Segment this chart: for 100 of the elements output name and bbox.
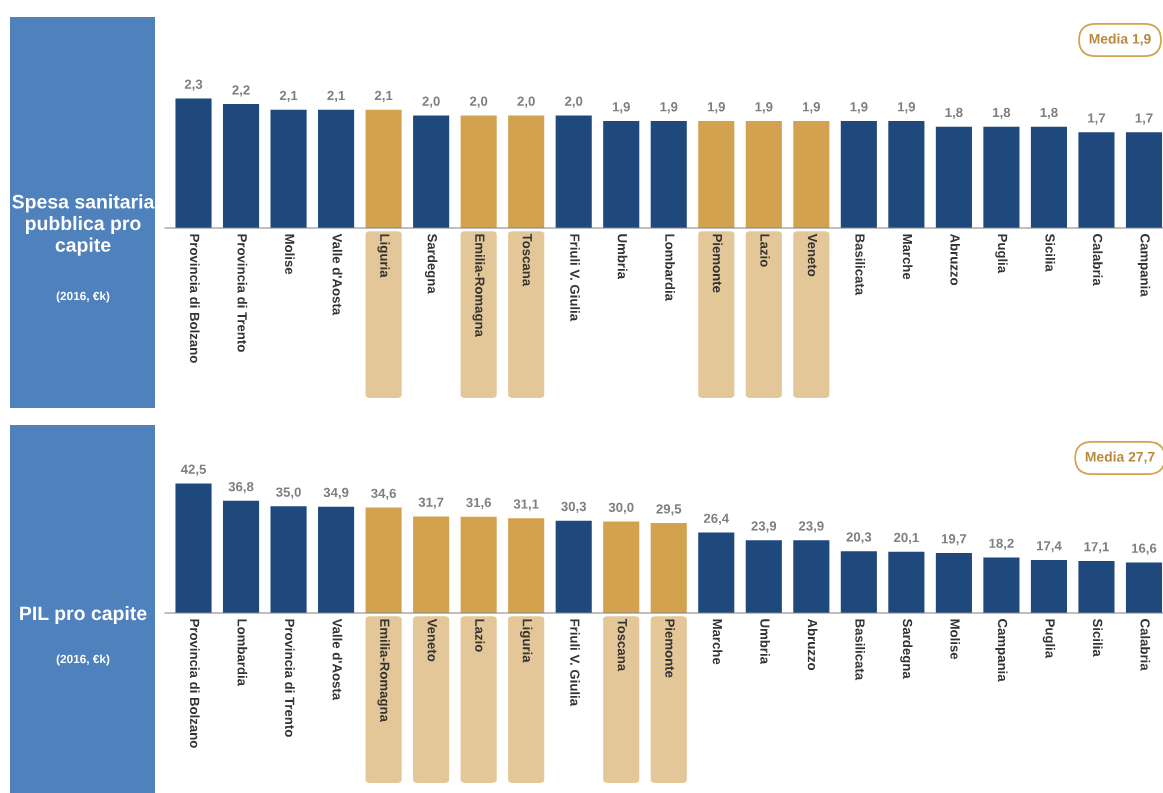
data-label: 31,6 bbox=[466, 497, 492, 510]
x-tick-label: Molise bbox=[950, 619, 961, 660]
bar bbox=[888, 121, 925, 228]
x-tick-label: Liguria bbox=[520, 619, 533, 663]
bar bbox=[508, 518, 545, 613]
text: Spesa sanitaria pubblica pro capite bbox=[12, 194, 155, 256]
data-label: 2,2 bbox=[232, 85, 250, 97]
x-tick-label: Sicilia bbox=[1092, 618, 1103, 657]
bar bbox=[1078, 560, 1115, 613]
data-label: 36,8 bbox=[228, 481, 254, 494]
x-tick-label: Emilia-Romagna bbox=[377, 619, 390, 723]
bar bbox=[840, 551, 877, 613]
x-tick-label: Friuli V. Giulia bbox=[570, 619, 580, 707]
bar bbox=[698, 121, 735, 228]
x-tick-label: Campania bbox=[995, 619, 1008, 682]
bar bbox=[270, 109, 307, 228]
bar bbox=[935, 552, 972, 613]
bar bbox=[222, 500, 260, 613]
x-tick-label: Marche bbox=[712, 619, 723, 665]
bar bbox=[508, 115, 545, 228]
x-tick-label: Toscana bbox=[617, 618, 627, 672]
bar bbox=[555, 115, 592, 228]
x-tick-label: Friuli V. Giulia bbox=[570, 234, 580, 322]
x-tick-label: Provincia di Trento bbox=[285, 619, 295, 737]
data-label: 34,6 bbox=[371, 488, 396, 500]
data-label: 1,9 bbox=[707, 102, 725, 114]
text: PIL pro capite bbox=[20, 605, 147, 625]
data-label: 23,9 bbox=[751, 521, 777, 533]
bar bbox=[793, 540, 830, 613]
data-label: 1,8 bbox=[1040, 107, 1058, 120]
data-label: 17,1 bbox=[1084, 542, 1109, 554]
bar bbox=[983, 557, 1020, 613]
data-label: 26,4 bbox=[703, 513, 730, 525]
bar bbox=[1125, 132, 1163, 228]
bar bbox=[603, 521, 640, 613]
data-label: 31,1 bbox=[513, 499, 539, 511]
data-label: 1,8 bbox=[945, 107, 963, 120]
x-tick-label: Liguria bbox=[377, 234, 390, 278]
x-tick-label: Lazio bbox=[475, 619, 485, 652]
x-tick-label: Abruzzo bbox=[950, 233, 961, 286]
text: (2016, €k) bbox=[56, 291, 110, 303]
bar bbox=[840, 121, 877, 228]
x-tick-label: Marche bbox=[902, 234, 913, 280]
x-tick-label: Umbria bbox=[617, 234, 628, 280]
data-label: 31,7 bbox=[418, 497, 444, 509]
text: (2016, €k) bbox=[56, 654, 110, 666]
data-label: 34,9 bbox=[323, 487, 349, 500]
bar bbox=[175, 98, 212, 228]
data-label: 1,9 bbox=[850, 102, 868, 114]
bar bbox=[270, 506, 307, 613]
text: Media 1,9 bbox=[1089, 33, 1151, 46]
bar bbox=[650, 523, 687, 613]
bar bbox=[460, 115, 497, 228]
x-tick-label: Provincia di Trento bbox=[237, 234, 248, 352]
data-label: 16,6 bbox=[1131, 543, 1157, 555]
x-tick-label: Lombardia bbox=[665, 234, 675, 302]
x-tick-label: Abruzzo bbox=[807, 618, 818, 671]
x-tick-label: Puglia bbox=[995, 234, 1008, 274]
bar bbox=[745, 540, 782, 613]
data-label: 18,2 bbox=[989, 538, 1014, 550]
bar bbox=[603, 121, 640, 228]
x-tick-label: Sardegna bbox=[424, 233, 438, 294]
data-label: 20,3 bbox=[846, 532, 872, 544]
x-tick-label: Veneto bbox=[427, 618, 437, 662]
x-tick-label: Campania bbox=[1137, 234, 1151, 297]
x-tick-label: Basilicata bbox=[855, 234, 865, 296]
data-label: 23,9 bbox=[798, 521, 824, 533]
data-label: 29,5 bbox=[656, 504, 682, 516]
bar bbox=[365, 507, 402, 613]
bar bbox=[1125, 562, 1163, 613]
data-label: 1,9 bbox=[660, 102, 678, 114]
bar bbox=[365, 109, 402, 228]
bar bbox=[650, 121, 687, 228]
data-label: 19,7 bbox=[941, 534, 967, 546]
x-tick-label: Piemonte bbox=[712, 234, 723, 293]
x-tick-label: Piemonte bbox=[665, 619, 675, 678]
x-tick-label: Sicilia bbox=[1045, 233, 1056, 272]
bar bbox=[1078, 132, 1115, 228]
x-tick-label: Lazio bbox=[760, 234, 770, 267]
x-tick-label: Calabria bbox=[1140, 619, 1151, 671]
bar bbox=[318, 506, 355, 613]
bar bbox=[793, 121, 830, 228]
data-label: 2,0 bbox=[469, 96, 488, 108]
data-label: 1,7 bbox=[1135, 113, 1153, 125]
bar bbox=[555, 520, 592, 613]
x-tick-label: Valle d'Aosta bbox=[332, 233, 343, 316]
data-label: 2,1 bbox=[279, 90, 298, 103]
bar bbox=[413, 516, 450, 613]
data-label: 30,0 bbox=[608, 502, 634, 514]
data-label: 2,3 bbox=[184, 79, 203, 91]
x-tick-label: Provincia di Bolzano bbox=[189, 619, 200, 748]
bar bbox=[413, 115, 450, 228]
data-label: 30,3 bbox=[561, 501, 587, 514]
data-label: 2,0 bbox=[564, 96, 583, 108]
x-tick-label: Emilia-Romagna bbox=[472, 234, 485, 338]
x-tick-label: Valle d'Aosta bbox=[332, 618, 343, 701]
x-tick-label: Veneto bbox=[807, 233, 817, 277]
data-label: 42,5 bbox=[180, 464, 206, 476]
data-label: 1,9 bbox=[802, 102, 821, 114]
bar bbox=[983, 126, 1020, 228]
